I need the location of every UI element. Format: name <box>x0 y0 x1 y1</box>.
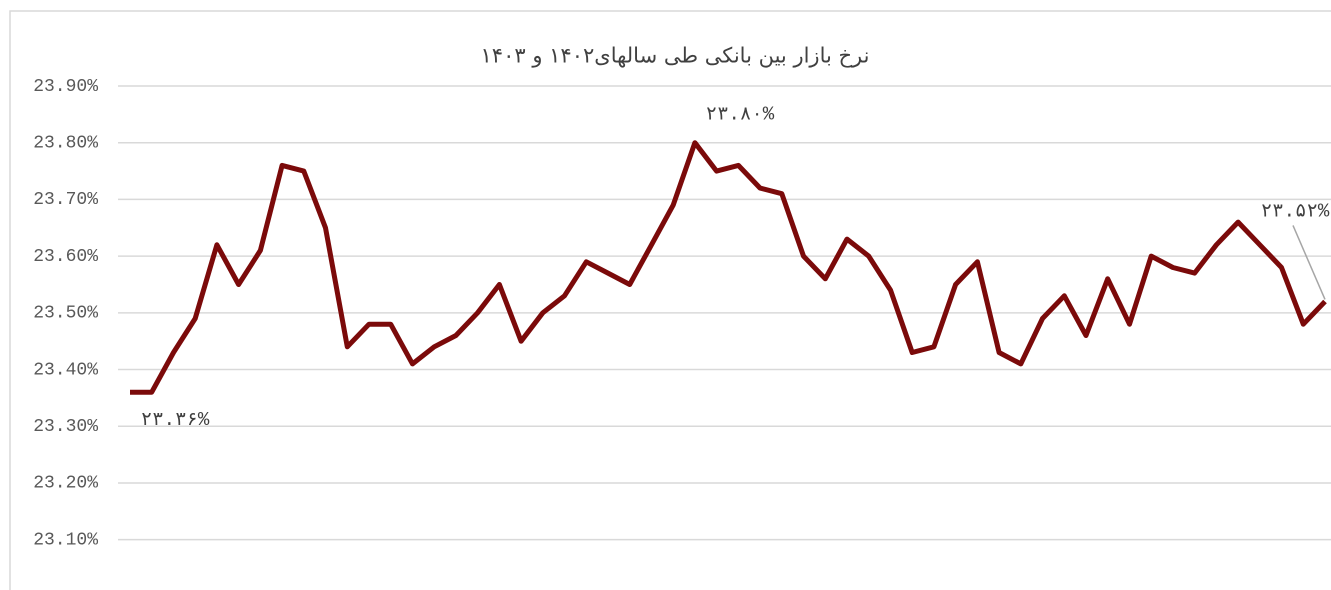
y-tick-label: 23.40% <box>33 360 98 380</box>
y-tick-label: 23.90% <box>33 77 98 97</box>
label-leader <box>1292 225 1326 300</box>
y-tick-label: 23.80% <box>33 133 98 153</box>
line-series <box>130 140 1327 395</box>
data-label: ۲۳.۵۲% <box>1261 200 1330 222</box>
y-tick-label: 23.50% <box>33 304 98 324</box>
y-tick-label: 23.30% <box>33 417 98 437</box>
y-tick-label: 23.60% <box>33 247 98 267</box>
y-tick-label: 23.70% <box>33 190 98 210</box>
data-label: ۲۳.۳۶% <box>141 409 210 431</box>
y-tick-label: 23.10% <box>33 530 98 550</box>
y-tick-label: 23.20% <box>33 474 98 494</box>
chart-frame <box>9 10 1331 590</box>
data-label: ۲۳.۸۰% <box>706 104 775 126</box>
chart-title: نرخ بازار بین بانکی طی سالهای۱۴۰۲ و ۱۴۰۳ <box>481 44 870 69</box>
